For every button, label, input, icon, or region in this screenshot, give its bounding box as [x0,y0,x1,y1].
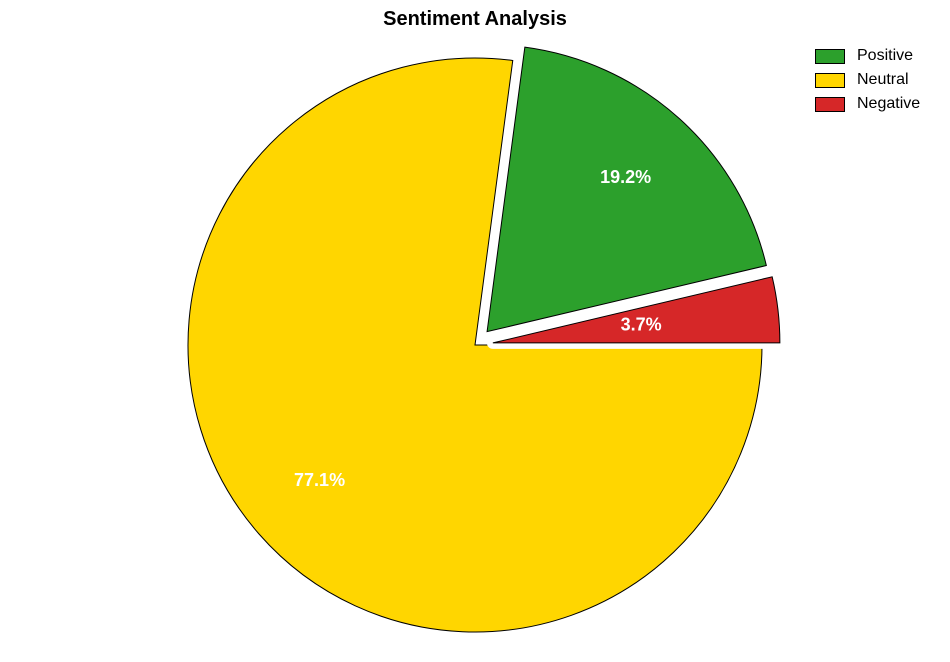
legend-swatch-negative [815,97,845,112]
pie-slice-label-negative: 3.7% [621,314,662,334]
legend-item-negative: Negative [815,92,920,116]
pie-svg: 77.1% 19.2% 3.7% [0,0,950,662]
legend: Positive Neutral Negative [815,44,920,116]
pie-slice-label-positive: 19.2% [600,167,651,187]
legend-label-negative: Negative [857,95,920,113]
legend-label-positive: Positive [857,47,913,65]
legend-label-neutral: Neutral [857,71,909,89]
legend-item-positive: Positive [815,44,920,68]
pie-slice-label-neutral: 77.1% [294,470,345,490]
legend-item-neutral: Neutral [815,68,920,92]
legend-swatch-positive [815,49,845,64]
legend-swatch-neutral [815,73,845,88]
sentiment-pie-chart: Sentiment Analysis 77.1%19.2%3.7% Positi… [0,0,950,662]
